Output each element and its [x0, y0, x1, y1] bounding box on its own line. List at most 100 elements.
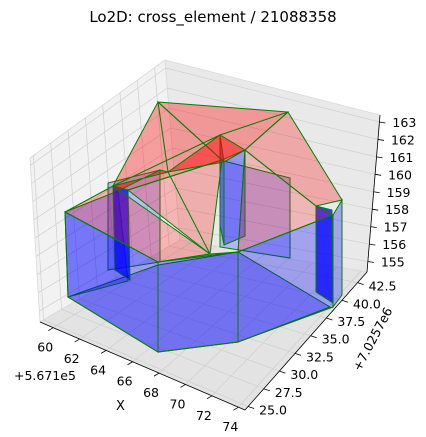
x-tick-label: 66: [117, 374, 133, 389]
x-tick-mark: [74, 338, 80, 343]
y-tick-mark: [341, 299, 349, 303]
grid-lines: [30, 67, 380, 408]
z-tick-mark: [372, 208, 379, 211]
z-tick-mark: [373, 191, 380, 194]
x-tick-label: 74: [222, 419, 238, 434]
wall-front-center: [157, 251, 239, 353]
y-grid-line: [115, 277, 311, 337]
y-grid-line: [43, 319, 249, 407]
x-tick-mark: [127, 361, 133, 366]
y-tick-label: 40.0: [353, 296, 381, 311]
z-grid-line: [168, 107, 377, 158]
z-ticks: 155 156 157 158 159 160 161 162 163: [367, 115, 416, 270]
x-tick-label: 68: [143, 385, 159, 400]
z-grid-line-left: [36, 187, 176, 275]
y-tick-label: 32.5: [306, 349, 334, 364]
roof-ridge-lines: [112, 111, 289, 187]
y-tick-mark: [248, 406, 255, 409]
y-tick-label: 25.0: [259, 402, 287, 417]
y-ticks: 25.0 27.5 30.0 32.5 35.0 37.5 40.0 42.5: [248, 279, 397, 417]
x-tick-mark: [100, 350, 107, 354]
y-tick-mark: [263, 388, 270, 392]
building-mesh: [63, 101, 343, 353]
y-grid-line: [79, 298, 280, 372]
z-grid-line: [175, 187, 371, 227]
x-axis-label: X: [116, 399, 125, 414]
x-ticks: 60 62 64 66 68 70 72 74: [37, 327, 239, 434]
x-axis-line: [39, 321, 246, 411]
z-tick-label: 157: [384, 220, 408, 235]
x-tick-mark: [233, 406, 239, 411]
x-grid-line: [238, 270, 362, 408]
x-grid-line: [185, 262, 313, 385]
z-grid-line: [177, 207, 370, 245]
x-tick-label: 62: [64, 351, 80, 366]
z-grid-line: [170, 127, 376, 175]
y-tick-mark: [279, 370, 286, 374]
roof-cross-left: [112, 169, 169, 192]
roof-front-center: [157, 251, 239, 263]
y-tick-label: 37.5: [337, 314, 365, 329]
y-grid-line: [61, 309, 264, 390]
y-grid-line-wall: [136, 80, 152, 257]
z-tick-label: 163: [392, 115, 416, 130]
z-tick-mark: [379, 121, 386, 124]
x-tick-label: 72: [196, 408, 212, 423]
y-axis-line: [244, 271, 368, 411]
z-grid-line-left: [31, 87, 168, 184]
z-grid-line-left: [34, 147, 173, 239]
z-tick-label: 155: [381, 255, 405, 270]
y-grid-line-wall: [102, 105, 116, 278]
z-axis-line: [366, 114, 381, 273]
z-tick-mark: [376, 156, 383, 159]
x-tick-label: 70: [170, 396, 186, 411]
y-grid-line-wall: [154, 67, 170, 247]
z-tick-label: 158: [385, 202, 409, 217]
y-tick-label: 27.5: [275, 385, 303, 400]
y-grid-line-wall: [67, 130, 80, 299]
x-grid-line: [79, 245, 217, 340]
y-grid-line-wall: [33, 155, 44, 320]
z-grid-line: [165, 67, 380, 123]
y-tick-mark: [294, 353, 302, 356]
chart-title: Lo2D: cross_element / 21088358: [89, 8, 337, 26]
x-tick-mark: [206, 395, 213, 400]
x-offset-text: +5.671e5: [14, 368, 76, 383]
y-grid-line: [97, 288, 296, 354]
x-tick-mark: [153, 372, 160, 377]
y-grid-line: [151, 256, 343, 301]
x-tick-mark: [180, 384, 186, 388]
z-tick-label: 161: [390, 150, 414, 165]
z-tick-label: 160: [388, 167, 412, 182]
z-tick-label: 162: [391, 132, 415, 147]
z-tick-mark: [367, 261, 374, 263]
wall-right: [332, 198, 343, 309]
y-grid-line: [133, 266, 327, 319]
y-tick-mark: [326, 317, 333, 321]
z-tick-label: 159: [387, 185, 411, 200]
x-grid-line: [158, 258, 289, 374]
x-tick-label: 60: [37, 340, 53, 355]
z-grid-line: [173, 167, 373, 210]
y-tick-mark: [357, 282, 364, 285]
z-tick-mark: [375, 173, 382, 176]
y-grid-line-wall: [85, 117, 98, 289]
z-grid-line-left: [33, 127, 171, 221]
x-tick-mark: [48, 327, 54, 332]
roof-hip-lines-right: [237, 149, 246, 253]
roof-hip-lines: [157, 101, 211, 255]
z-grid-line-left: [30, 67, 166, 166]
z-tick-mark: [369, 243, 376, 246]
z-tick-label: 156: [382, 237, 406, 252]
z-grid-line: [167, 87, 379, 140]
x-tick-label: 64: [90, 362, 106, 377]
y-tick-mark: [310, 335, 317, 339]
z-grid-line: [178, 227, 368, 262]
z-tick-mark: [377, 139, 385, 141]
y-grid-line-wall: [50, 142, 62, 310]
y-tick-label: 42.5: [369, 279, 397, 294]
z-grid-line: [172, 147, 374, 193]
y-tick-label: 30.0: [290, 367, 318, 382]
